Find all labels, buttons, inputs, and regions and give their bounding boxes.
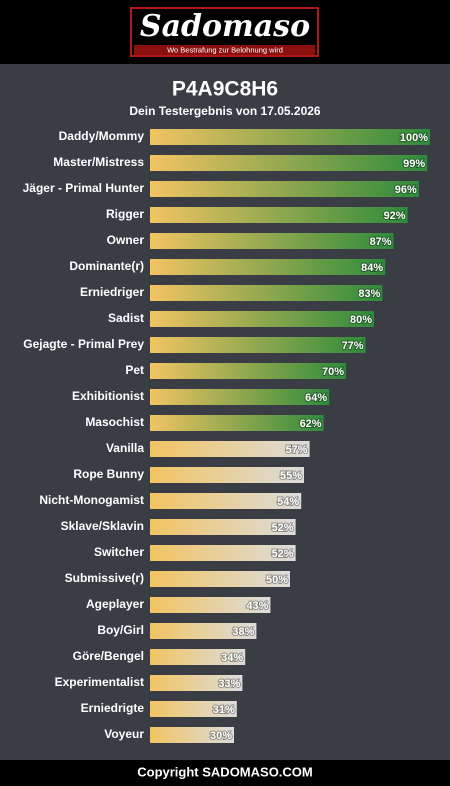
bar [150,467,304,483]
category-label: Master/Mistress [53,155,144,169]
bar [150,519,296,535]
category-label: Voyeur [104,727,144,741]
value-label: 52% [272,522,294,534]
bar [150,233,394,249]
value-label: 57% [286,444,308,456]
bar [150,155,428,171]
value-label: 33% [218,678,240,690]
value-label: 83% [358,288,380,300]
bar [150,597,271,613]
category-label: Dominante(r) [69,259,144,273]
category-label: Rigger [106,207,144,221]
value-label: 52% [272,548,294,560]
bar [150,207,408,223]
value-label: 31% [213,704,235,716]
bar [150,493,302,509]
category-label: Rope Bunny [73,467,144,481]
category-label: Erniedriger [80,285,144,299]
value-label: 84% [361,262,383,274]
bar [150,545,296,561]
bar [150,285,383,301]
value-label: 30% [210,730,232,742]
category-label: Submissive(r) [65,571,144,585]
logo: Sadomaso [140,9,310,44]
category-label: Boy/Girl [97,623,144,637]
category-label: Exhibitionist [72,389,144,403]
bar [150,675,243,691]
category-label: Daddy/Mommy [59,129,145,143]
value-label: 54% [277,496,299,508]
bar [150,727,234,743]
value-label: 64% [305,392,327,404]
bar [150,441,310,457]
value-label: 96% [395,184,417,196]
bar [150,337,366,353]
category-label: Pet [125,363,144,377]
value-label: 100% [400,132,428,144]
bar [150,571,290,587]
value-label: 43% [246,600,268,612]
bar [150,259,386,275]
value-label: 62% [300,418,322,430]
bar [150,181,419,197]
category-label: Erniedrigte [81,701,145,715]
value-label: 80% [350,314,372,326]
value-label: 34% [221,652,243,664]
bar [150,623,257,639]
chart-subtitle: Dein Testergebnis von 17.05.2026 [129,104,321,118]
value-label: 99% [403,158,425,170]
footer: Copyright SADOMASO.COM [137,764,313,779]
category-label: Jäger - Primal Hunter [23,181,145,195]
category-label: Masochist [85,415,144,429]
footer-bar [0,760,450,786]
bar [150,701,237,717]
bar [150,129,430,145]
category-label: Ageplayer [86,597,144,611]
value-label: 92% [384,210,406,222]
value-label: 50% [266,574,288,586]
category-label: Nicht-Monogamist [39,493,144,507]
category-label: Switcher [94,545,144,559]
tagline: Wo Bestrafung zur Belohnung wird [167,45,283,54]
category-label: Sklave/Sklavin [61,519,144,533]
bar [150,363,346,379]
value-label: 55% [280,470,302,482]
category-label: Vanilla [106,441,144,455]
category-label: Gejagte - Primal Prey [23,337,144,351]
value-label: 77% [342,340,364,352]
value-label: 38% [232,626,254,638]
category-label: Sadist [108,311,144,325]
bar [150,389,330,405]
bar [150,311,374,327]
category-label: Göre/Bengel [73,649,144,663]
bar [150,415,324,431]
chart-title: P4A9C8H6 [172,78,278,101]
category-label: Owner [107,233,145,247]
value-label: 70% [322,366,344,378]
category-label: Experimentalist [55,675,144,689]
bar [150,649,246,665]
value-label: 87% [370,236,392,248]
logo-frame [130,7,319,57]
tagline-band [134,45,315,55]
